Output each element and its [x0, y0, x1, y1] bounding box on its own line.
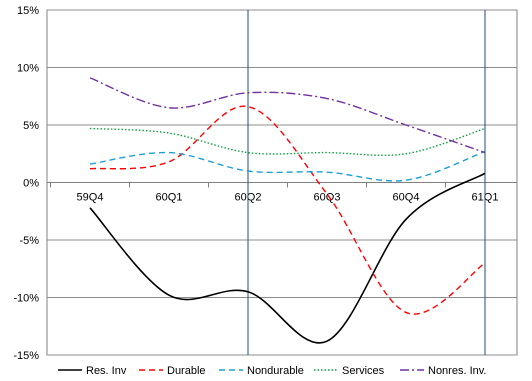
series-line	[89, 150, 486, 182]
series-line	[89, 77, 486, 154]
legend-label: Durable	[167, 365, 206, 377]
x-category-label: 60Q1	[156, 192, 183, 204]
y-tick-label: 10%	[17, 63, 39, 75]
reference-lines	[247, 10, 486, 355]
legend-label: Nonres. Inv.	[428, 365, 487, 377]
axes	[47, 182, 517, 188]
y-tick-label: 0%	[23, 178, 39, 190]
y-tick-label: 15%	[17, 5, 39, 17]
x-category-label: 60Q4	[393, 192, 420, 204]
legend-label: Nondurable	[247, 365, 304, 377]
legend-label: Res. Inv	[86, 365, 127, 377]
y-tick-label: 5%	[23, 120, 39, 132]
x-category-label: 60Q3	[314, 192, 341, 204]
legend-label: Services	[342, 365, 385, 377]
y-tick-label: -15%	[13, 350, 39, 362]
y-tick-label: -5%	[19, 235, 39, 247]
y-tick-label: -10%	[13, 293, 39, 305]
gridlines	[47, 9, 517, 356]
legend: Res. Inv Durable Nondurable Services Nonres.…	[58, 365, 487, 377]
series-line	[89, 172, 486, 344]
x-axis-category-labels: 59Q4 60Q1 60Q2 60Q3 60Q4 61Q1	[77, 192, 499, 204]
series-lines	[89, 77, 486, 344]
y-axis-tick-labels: 15% 10% 5% 0% -5% -10% -15%	[13, 5, 39, 362]
series-line	[89, 127, 486, 156]
x-category-label: 59Q4	[77, 192, 104, 204]
